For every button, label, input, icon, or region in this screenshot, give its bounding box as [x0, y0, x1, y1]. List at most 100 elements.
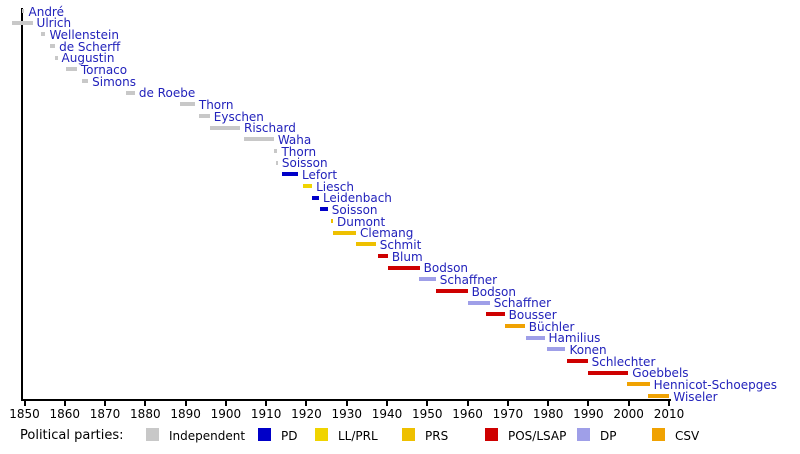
officeholder-label-32-hennicot-schoepges: Hennicot-Schoepges: [653, 377, 777, 392]
officeholder-label-16-leidenbach: Leidenbach: [322, 191, 392, 206]
axis-tick-label-2010: 2010: [653, 407, 685, 421]
legend-swatch-independent: [146, 428, 159, 441]
officeholder-label-22-bodson: Bodson: [423, 261, 469, 276]
axis-tick-label-1920: 1920: [291, 407, 322, 421]
bar-17-soisson: [319, 207, 328, 212]
legend-swatch-pos-lsap: [485, 428, 498, 441]
officeholder-label-8-thorn: Thorn: [198, 97, 234, 112]
bar-10-rischard: [209, 125, 240, 130]
officeholder-label-29-konen: Konen: [569, 342, 607, 357]
bar-31-goebbels: [588, 370, 629, 375]
axis-tick-1940: [386, 401, 389, 406]
legend-label-csv: CSV: [675, 429, 700, 443]
officeholder-label-31-goebbels: Goebbels: [632, 366, 689, 381]
axis-tick-label-1870: 1870: [89, 407, 121, 421]
bar-23-schaffner: [418, 277, 436, 282]
officeholder-label-10-rischard: Rischard: [243, 121, 296, 136]
officeholder-label-17-soisson: Soisson: [331, 202, 378, 217]
axis-tick-label-1860: 1860: [49, 407, 81, 421]
officeholder-label-28-hamilius: Hamilius: [548, 331, 601, 346]
officeholder-label-6-simons: Simons: [92, 74, 136, 89]
officeholder-label-7-de-roebe: de Roebe: [138, 86, 196, 101]
officeholder-label-12-thorn: Thorn: [281, 144, 317, 159]
axis-tick-1880: [144, 401, 147, 406]
axis-tick-label-1930: 1930: [331, 407, 362, 421]
axis-tick-1970: [506, 401, 509, 406]
officeholder-label-33-wiseler: Wiseler: [673, 389, 718, 404]
legend-label-independent: Independent: [169, 429, 246, 443]
axis-tick-label-1910: 1910: [250, 407, 282, 421]
officeholder-label-13-soisson: Soisson: [281, 156, 328, 171]
axis-tick-1900: [224, 401, 227, 406]
bar-16-leidenbach: [312, 195, 319, 200]
bar-28-hamilius: [525, 335, 545, 340]
officeholder-label-9-eyschen: Eyschen: [213, 109, 264, 124]
legend-swatch-prs: [402, 428, 415, 441]
legend-swatch-ll-prl: [315, 428, 328, 441]
officeholder-label-21-blum: Blum: [391, 249, 423, 264]
officeholder-label-15-liesch: Liesch: [316, 179, 354, 194]
legend-label-prs: PRS: [425, 429, 449, 443]
legend-label-pd: PD: [281, 429, 298, 443]
officeholder-label-26-bousser: Bousser: [508, 307, 557, 322]
legend-label-ll-prl: LL/PRL: [338, 429, 378, 443]
officeholder-label-25-schaffner: Schaffner: [493, 296, 552, 311]
axis-tick-label-1890: 1890: [170, 407, 201, 421]
axis-tick-label-1900: 1900: [210, 407, 242, 421]
axis-tick-1950: [426, 401, 429, 406]
bar-6-simons: [82, 79, 89, 84]
legend-swatch-pd: [258, 428, 271, 441]
officeholder-label-20-schmit: Schmit: [379, 237, 422, 252]
axis-tick-label-1990: 1990: [573, 407, 604, 421]
bar-9-eyschen: [198, 114, 210, 119]
axis-tick-1980: [547, 401, 550, 406]
bar-1-ulrich: [12, 20, 33, 25]
bar-30-schlechter: [566, 359, 588, 364]
axis-tick-1930: [345, 401, 348, 406]
bar-20-schmit: [356, 242, 376, 247]
bar-5-tornaco: [65, 67, 77, 72]
officeholder-label-2-wellenstein: Wellenstein: [49, 27, 119, 42]
axis-tick-1910: [265, 401, 268, 406]
y-axis-line: [21, 8, 23, 401]
axis-tick-label-1940: 1940: [371, 407, 403, 421]
bar-29-konen: [546, 347, 566, 352]
axis-tick-label-1880: 1880: [130, 407, 161, 421]
axis-tick-1860: [63, 401, 66, 406]
axis-tick-label-2000: 2000: [613, 407, 644, 421]
axis-tick-label-1970: 1970: [492, 407, 524, 421]
bar-3-de-scherff: [50, 44, 56, 48]
bar-13-soisson: [275, 160, 278, 165]
axis-tick-label-1980: 1980: [532, 407, 564, 421]
officeholder-label-1-ulrich: Ulrich: [36, 16, 72, 31]
bar-27-b-chler: [504, 324, 525, 329]
officeholder-label-14-lefort: Lefort: [302, 167, 338, 182]
bar-15-liesch: [302, 184, 313, 189]
axis-tick-1890: [184, 401, 187, 406]
officeholder-label-5-tornaco: Tornaco: [80, 62, 128, 77]
axis-tick-label-1950: 1950: [412, 407, 443, 421]
officeholder-label-30-schlechter: Schlechter: [591, 354, 656, 369]
bar-19-clemang: [333, 230, 356, 235]
axis-tick-2010: [667, 401, 670, 406]
axis-tick-1870: [104, 401, 107, 406]
bar-33-wiseler: [647, 394, 670, 399]
officeholder-label-27-b-chler: Büchler: [528, 319, 575, 334]
bar-4-augustin: [55, 55, 58, 60]
legend-title: Political parties:: [20, 428, 124, 443]
bar-12-thorn: [273, 149, 278, 154]
bar-24-bodson: [435, 289, 468, 294]
bar-21-blum: [377, 254, 388, 259]
bar-18-dumont: [331, 219, 334, 224]
bar-0-andr: [22, 9, 25, 13]
bar-32-hennicot-schoepges: [627, 382, 650, 387]
legend-swatch-dp: [577, 428, 590, 441]
bar-2-wellenstein: [40, 32, 46, 37]
axis-tick-1960: [466, 401, 469, 406]
bar-11-waha: [244, 137, 274, 142]
axis-tick-label-1960: 1960: [452, 407, 483, 421]
officeholder-label-11-waha: Waha: [277, 132, 312, 147]
bar-7-de-roebe: [126, 90, 135, 95]
officeholder-label-18-dumont: Dumont: [337, 214, 386, 229]
